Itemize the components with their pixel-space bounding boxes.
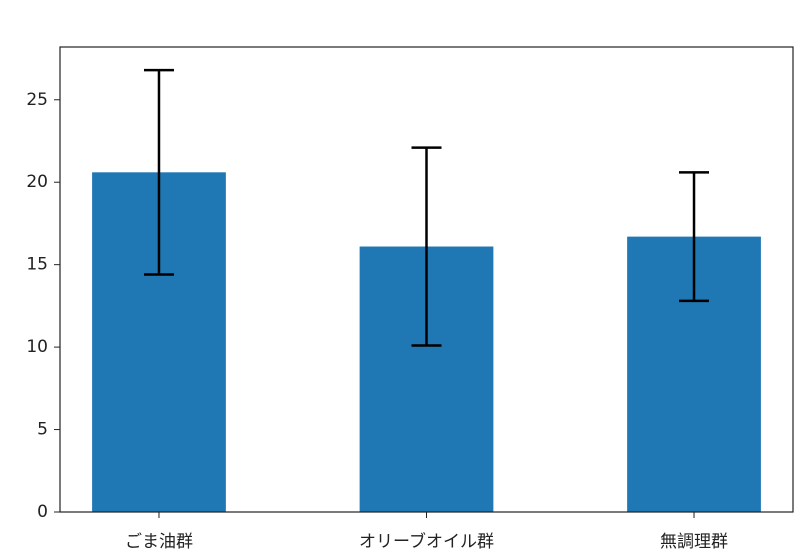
x-tick-label: ごま油群 [125, 532, 193, 552]
y-tick-label: 25 [26, 90, 48, 110]
plot-frame [59, 46, 794, 513]
x-tick-label: オリーブオイル群 [359, 531, 494, 552]
x-tick-label: 無調理群 [660, 532, 728, 552]
y-tick-label: 0 [37, 502, 48, 522]
y-tick-label: 15 [26, 255, 48, 275]
y-tick-label: 20 [26, 172, 48, 192]
y-tick-label: 10 [26, 337, 48, 357]
y-tick-label: 5 [37, 420, 48, 440]
